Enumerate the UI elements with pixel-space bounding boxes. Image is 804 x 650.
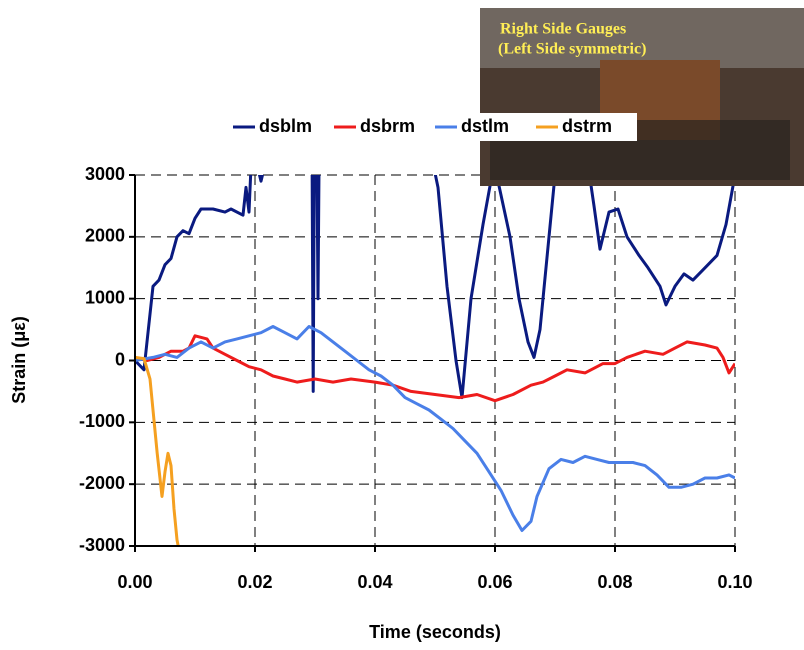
x-tick-label: 0.08 [597,572,632,592]
y-tick-label: 1000 [85,287,125,307]
y-axis-title: Strain (με) [9,316,29,404]
series-line [135,175,735,400]
y-tick-label: -2000 [79,473,125,493]
photo-inset: Right Side Gauges (Left Side symmetric) [480,8,804,186]
y-tick-label: -3000 [79,535,125,555]
x-tick-label: 0.06 [477,572,512,592]
legend-label: dsblm [259,116,312,136]
legend-label: dstrm [562,116,612,136]
inset-text: (Left Side symmetric) [498,41,646,58]
series-line [135,355,180,546]
legend-label: dsbrm [360,116,415,136]
series-line [135,325,735,532]
legend-box [229,113,637,141]
x-tick-label: 0.02 [237,572,272,592]
x-tick-label: 0.00 [117,572,152,592]
y-tick-label: -1000 [79,411,125,431]
legend-label: dstlm [461,116,509,136]
photo-sky [480,8,804,68]
inset-text: Right Side Gauges [500,21,626,38]
y-tick-label: 3000 [85,164,125,184]
series-line [135,334,735,403]
x-tick-label: 0.10 [717,572,752,592]
x-tick-label: 0.04 [357,572,392,592]
y-tick-label: 0 [115,349,125,369]
x-axis-title: Time (seconds) [369,622,501,642]
y-tick-label: 2000 [85,226,125,246]
